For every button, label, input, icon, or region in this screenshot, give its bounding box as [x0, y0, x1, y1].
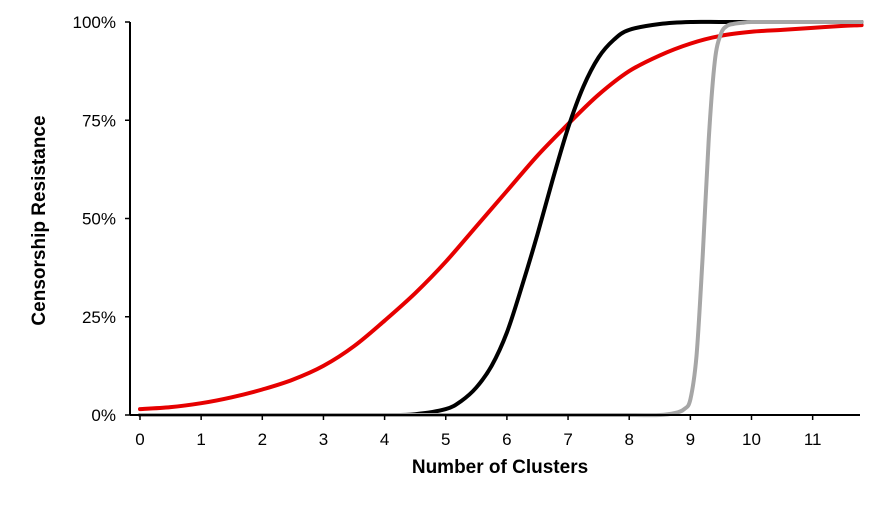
x-tick-label: 10	[742, 430, 761, 449]
y-axis-title: Censorship Resistance	[29, 115, 50, 325]
y-tick-label: 25%	[82, 308, 116, 327]
y-tick-label: 100%	[73, 13, 116, 32]
x-tick-label: 4	[380, 430, 389, 449]
series-line-3	[138, 19, 864, 418]
y-tick-label: 50%	[82, 210, 116, 229]
y-tick-label: 0%	[91, 406, 116, 425]
x-tick-label: 3	[319, 430, 328, 449]
x-tick-label: 0	[135, 430, 144, 449]
x-tick-label: 2	[258, 430, 267, 449]
x-tick-label: 1	[196, 430, 205, 449]
x-tick-label: 8	[624, 430, 633, 449]
x-tick-label: 9	[686, 430, 695, 449]
series-line-2	[138, 19, 864, 418]
series-line-1	[138, 23, 864, 412]
x-tick-label: 7	[563, 430, 572, 449]
series-layer	[138, 19, 864, 418]
y-tick-label: 75%	[82, 111, 116, 130]
tick-layer: 0% 25% 50% 75% 100% 0 1 2 3 4 5 6 7 8 9 10 11	[73, 13, 822, 449]
x-tick-label: 11	[804, 430, 822, 449]
x-axis-title: Number of Clusters	[412, 457, 588, 478]
x-tick-label: 6	[502, 430, 511, 449]
x-tick-label: 5	[441, 430, 450, 449]
